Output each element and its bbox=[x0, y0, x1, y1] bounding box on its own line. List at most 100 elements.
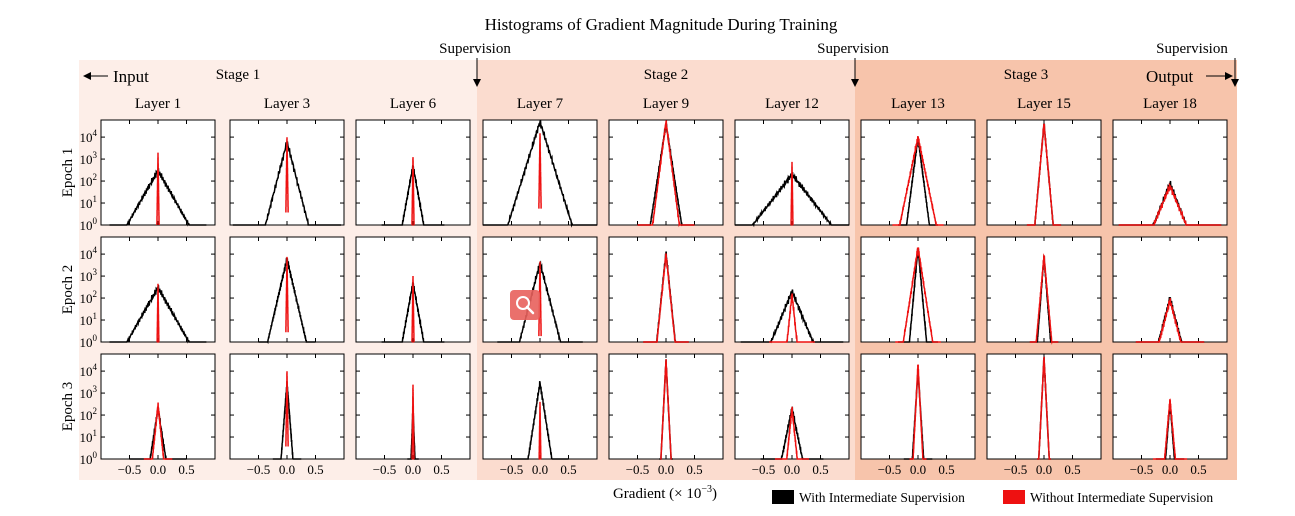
histogram-panel bbox=[986, 119, 1102, 226]
series-without-supervision-line bbox=[1118, 182, 1222, 226]
series-without-supervision-line bbox=[1152, 398, 1188, 460]
layer-header: Layer 6 bbox=[390, 96, 437, 112]
panel-frame bbox=[986, 119, 1102, 226]
supervision-label: Supervision bbox=[439, 41, 511, 57]
search-icon bbox=[516, 296, 530, 310]
y-tick-label: 100 bbox=[80, 333, 98, 350]
epoch-label: Epoch 3 bbox=[60, 382, 76, 432]
histogram-panel bbox=[355, 119, 471, 226]
y-tick-label: 100 bbox=[80, 216, 98, 233]
histogram-panel bbox=[986, 236, 1102, 345]
series-without-supervision-line bbox=[1037, 356, 1051, 460]
x-tick-label: 0.5 bbox=[686, 462, 702, 477]
supervision-label: Supervision bbox=[1156, 41, 1228, 57]
panel-grid: 1001011021031041001011021031041001011021… bbox=[80, 119, 1228, 477]
histogram-panel bbox=[482, 119, 598, 228]
legend-swatch bbox=[1003, 490, 1025, 504]
histogram-panel bbox=[608, 119, 724, 228]
x-tick-label: 0.0 bbox=[150, 462, 166, 477]
series-without-supervision-line bbox=[895, 247, 941, 343]
histogram-panel bbox=[860, 119, 976, 226]
x-tick-label: −0.5 bbox=[118, 462, 142, 477]
histogram-panel bbox=[1112, 119, 1228, 226]
x-tick-label: 0.5 bbox=[178, 462, 194, 477]
y-tick-label: 103 bbox=[80, 384, 98, 401]
pipeline-markers: Input Output Supervision Supervision Supervi… bbox=[83, 41, 1239, 87]
x-tick-label: −0.5 bbox=[1004, 462, 1028, 477]
series-without-supervision-line bbox=[1026, 123, 1062, 226]
series-without-supervision-line bbox=[660, 359, 672, 460]
y-tick-label: 103 bbox=[80, 267, 98, 284]
histogram-panel bbox=[734, 236, 850, 344]
x-tick-label: −0.5 bbox=[878, 462, 902, 477]
series-without-supervision-line bbox=[156, 283, 160, 343]
y-tick-label: 104 bbox=[80, 128, 98, 145]
x-tick-label: −0.5 bbox=[247, 462, 271, 477]
x-tick-label: 0.0 bbox=[1162, 462, 1178, 477]
panel-frame bbox=[1112, 119, 1228, 226]
x-tick-label: 0.5 bbox=[307, 462, 323, 477]
series-without-supervision-line bbox=[1135, 297, 1205, 343]
series-without-supervision-line bbox=[143, 402, 173, 460]
series-with-supervision-line bbox=[511, 381, 569, 460]
series-without-supervision-line bbox=[769, 293, 815, 343]
series-with-supervision-line bbox=[483, 119, 597, 228]
x-tick-label: 0.0 bbox=[532, 462, 548, 477]
histogram-panel bbox=[355, 236, 471, 343]
histogram-panel: −0.5 0.0 0.5 bbox=[986, 353, 1102, 477]
x-tick-label: 0.5 bbox=[812, 462, 828, 477]
x-tick-label: 0.0 bbox=[405, 462, 421, 477]
histogram-panel bbox=[734, 119, 850, 228]
x-axis-label: Gradient (× 10−3) bbox=[613, 484, 717, 502]
y-tick-label: 101 bbox=[80, 311, 98, 328]
histogram-panel: −0.5 0.0 0.5 bbox=[355, 353, 471, 477]
series-without-supervision-line bbox=[411, 276, 415, 343]
layer-header: Layer 12 bbox=[765, 96, 819, 112]
histogram-panel bbox=[229, 236, 345, 345]
layer-header: Layer 9 bbox=[643, 96, 689, 112]
histogram-panel: −0.5 0.0 0.5 bbox=[1112, 353, 1228, 477]
histogram-panel bbox=[229, 119, 345, 226]
series-without-supervision-line bbox=[156, 152, 160, 225]
series-without-supervision-line bbox=[285, 137, 289, 213]
series-without-supervision-line bbox=[1029, 253, 1059, 345]
stage-label-1: Stage 1 bbox=[216, 67, 261, 83]
histogram-panel: 100 101 102 103 104 −0.5 0.0 0.5 bbox=[80, 353, 216, 477]
legend-swatch bbox=[772, 490, 794, 504]
series-without-supervision-line bbox=[643, 253, 689, 343]
series-without-supervision-line bbox=[538, 133, 542, 209]
series-without-supervision-line bbox=[285, 371, 289, 447]
histogram-panel bbox=[860, 236, 976, 343]
input-label: Input bbox=[113, 67, 149, 86]
series-without-supervision-line bbox=[774, 406, 810, 460]
y-tick-label: 104 bbox=[80, 245, 98, 262]
x-tick-label: 0.5 bbox=[560, 462, 576, 477]
column-headers: Stage 1 Stage 2 Stage 3 Layer 1 Layer 3 Layer… bbox=[135, 67, 1197, 112]
layer-header: Layer 13 bbox=[891, 96, 945, 112]
legend-label: Without Intermediate Supervision bbox=[1030, 490, 1213, 505]
x-tick-label: 0.5 bbox=[1064, 462, 1080, 477]
histogram-panel: 100 101 102 103 104 bbox=[80, 119, 216, 233]
series-with-supervision-line bbox=[740, 289, 844, 344]
epoch-label: Epoch 1 bbox=[60, 148, 76, 198]
series-without-supervision-line bbox=[285, 256, 289, 333]
y-tick-label: 102 bbox=[80, 406, 98, 423]
series-without-supervision-line bbox=[909, 364, 927, 460]
layer-header: Layer 7 bbox=[517, 96, 564, 112]
x-tick-label: 0.5 bbox=[433, 462, 449, 477]
zoom-search-button[interactable] bbox=[510, 290, 540, 320]
y-tick-label: 104 bbox=[80, 362, 98, 379]
series-without-supervision-line bbox=[790, 161, 794, 226]
x-tick-label: −0.5 bbox=[500, 462, 524, 477]
histogram-panel: −0.5 0.0 0.5 bbox=[482, 353, 598, 477]
layer-header: Layer 1 bbox=[135, 96, 181, 112]
panel-frame bbox=[1112, 236, 1228, 343]
stage-label-2: Stage 2 bbox=[644, 67, 689, 83]
histogram-panel bbox=[1112, 236, 1228, 343]
series-without-supervision-line bbox=[538, 401, 542, 460]
epoch-label: Epoch 2 bbox=[60, 265, 76, 315]
series-without-supervision-line bbox=[411, 384, 415, 460]
series-without-supervision-line bbox=[411, 157, 415, 226]
layer-header: Layer 3 bbox=[264, 96, 310, 112]
panel-frame bbox=[986, 236, 1102, 343]
